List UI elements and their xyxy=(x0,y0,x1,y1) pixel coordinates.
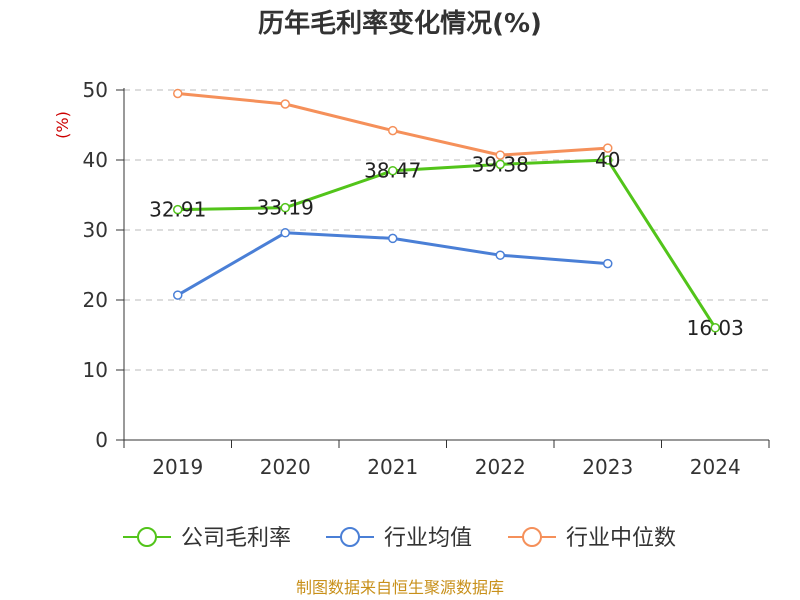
series-group xyxy=(173,88,720,333)
y-tick-labels: 0 10 20 30 40 50 xyxy=(83,78,108,452)
point-行业中位数-2019 xyxy=(173,88,183,99)
point-行业中位数-2021 xyxy=(388,125,398,136)
point-行业中位数-2022 xyxy=(495,150,505,160)
y-axis-label: (%) xyxy=(53,111,72,139)
point-公司毛利率-2019 xyxy=(173,204,183,215)
legend-marker-icon xyxy=(137,527,157,547)
legend-marker-icon xyxy=(340,527,360,547)
data-label-2024: 16.03 xyxy=(687,316,744,340)
point-行业均值-2023 xyxy=(603,258,613,269)
data-label-2022: 39.38 xyxy=(472,152,529,176)
point-行业中位数-2023 xyxy=(603,143,613,153)
series-line-公司毛利率 xyxy=(177,158,717,329)
x-tick-label-2020: 2020 xyxy=(260,455,311,479)
legend: 公司毛利率 行业均值 行业中位数 xyxy=(123,526,676,551)
y-tick-label-0: 0 xyxy=(95,428,108,452)
x-tick-label-2019: 2019 xyxy=(152,455,203,479)
x-tick-labels: 2019 2020 2021 2022 2023 2024 xyxy=(152,455,740,479)
data-labels: 32.91 33.19 38.47 39.38 40 16.03 xyxy=(149,148,744,340)
y-tick-label-40: 40 xyxy=(83,148,108,172)
axes xyxy=(116,88,770,448)
point-公司毛利率-2021 xyxy=(388,165,398,176)
legend-item-公司毛利率: 公司毛利率 xyxy=(123,526,291,551)
series-行业中位数 xyxy=(173,88,613,160)
legend-item-行业均值: 行业均值 xyxy=(326,526,472,551)
x-tick-label-2022: 2022 xyxy=(475,455,526,479)
legend-label: 行业中位数 xyxy=(566,526,676,551)
y-tick-label-30: 30 xyxy=(83,218,108,242)
point-公司毛利率-2020 xyxy=(280,202,290,213)
point-行业均值-2020 xyxy=(280,228,290,238)
series-line-行业中位数 xyxy=(177,92,608,157)
point-公司毛利率-2023 xyxy=(603,155,613,165)
legend-label: 行业均值 xyxy=(384,526,472,551)
grid-lines xyxy=(124,89,769,371)
point-行业中位数-2020 xyxy=(280,99,290,109)
data-label-2021: 38.47 xyxy=(364,159,421,183)
series-行业均值 xyxy=(173,228,613,300)
y-tick-label-20: 20 xyxy=(83,288,108,312)
source-note: 制图数据来自恒生聚源数据库 xyxy=(296,578,504,597)
x-tick-label-2021: 2021 xyxy=(367,455,418,479)
legend-label: 公司毛利率 xyxy=(181,526,291,551)
series-公司毛利率 xyxy=(173,155,720,333)
x-tick-label-2023: 2023 xyxy=(582,455,633,479)
point-行业均值-2019 xyxy=(173,290,183,300)
point-行业均值-2022 xyxy=(495,250,505,260)
y-tick-label-50: 50 xyxy=(83,78,108,102)
legend-item-行业中位数: 行业中位数 xyxy=(508,526,676,551)
point-公司毛利率-2022 xyxy=(495,159,505,170)
legend-marker-icon xyxy=(522,527,542,547)
x-tick-label-2024: 2024 xyxy=(690,455,741,479)
point-行业均值-2021 xyxy=(388,233,398,244)
point-公司毛利率-2024 xyxy=(710,323,720,333)
data-label-2019: 32.91 xyxy=(149,198,206,222)
data-label-2023: 40 xyxy=(595,148,620,172)
chart-title: 历年毛利率变化情况(%) xyxy=(258,8,542,39)
data-label-2020: 33.19 xyxy=(257,196,314,220)
y-tick-label-10: 10 xyxy=(83,358,108,382)
